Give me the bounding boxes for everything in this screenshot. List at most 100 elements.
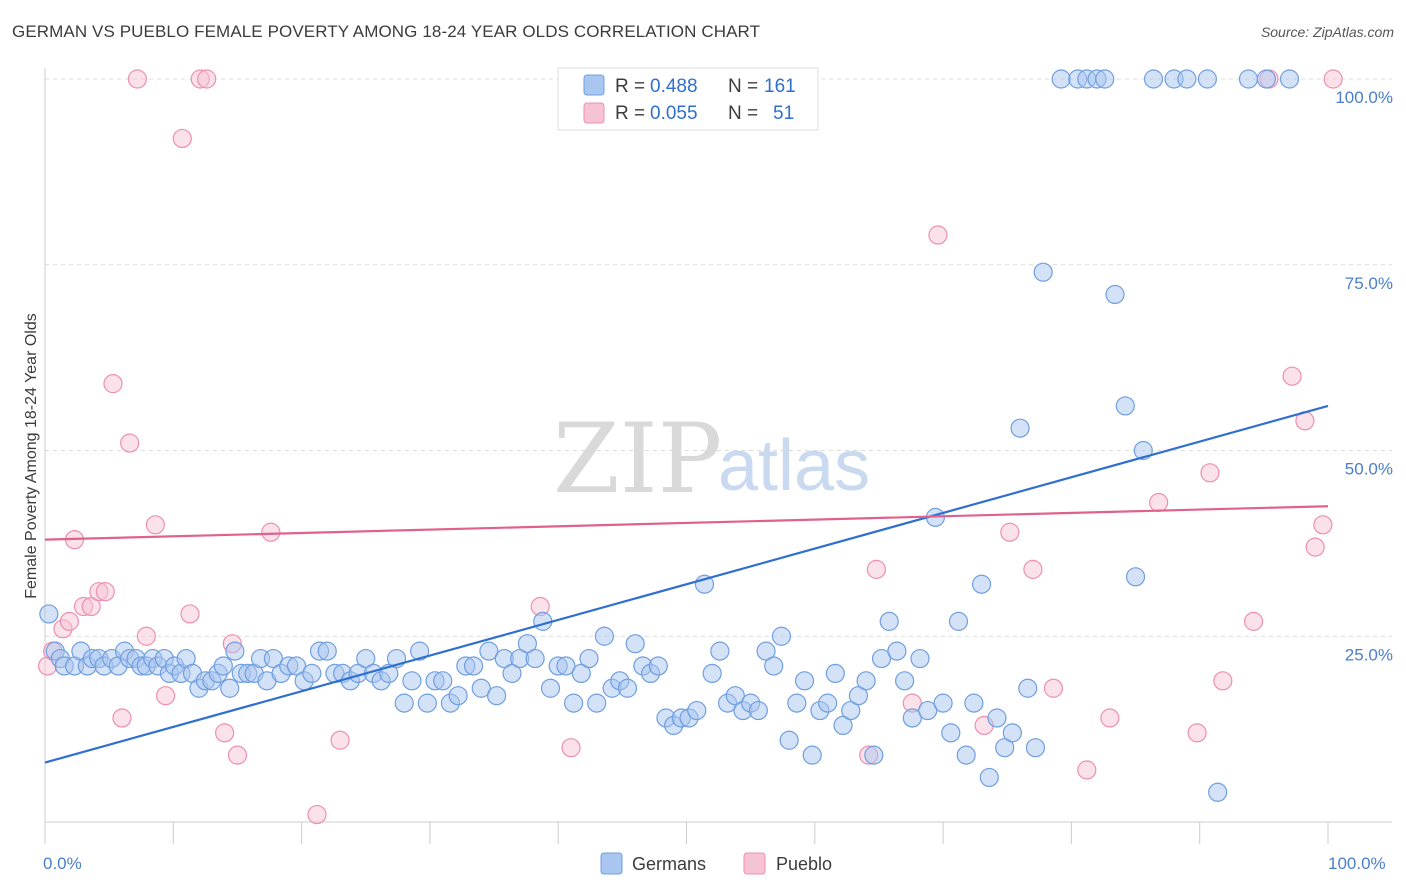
pueblo-point	[1323, 69, 1343, 89]
german-point	[594, 626, 614, 646]
german-point	[833, 715, 853, 736]
y-tick-label-50: 50.0%	[1345, 460, 1393, 479]
legend-swatch-germans	[583, 74, 605, 96]
german-point	[933, 693, 953, 713]
y-tick-labels: 25.0% 50.0% 75.0% 100.0%	[1335, 88, 1393, 664]
german-point	[1125, 567, 1146, 587]
pueblo-point	[561, 738, 581, 758]
german-points	[39, 69, 1300, 802]
german-point	[956, 745, 976, 765]
legend-n-label-germans: N =	[728, 76, 758, 97]
german-point	[502, 663, 522, 684]
bottom-legend-pueblo: Pueblo	[776, 854, 832, 874]
german-point	[825, 663, 845, 684]
pueblo-point	[1043, 678, 1064, 698]
german-point	[841, 700, 861, 721]
german-point	[864, 745, 884, 765]
pueblo-point	[112, 708, 132, 728]
german-point	[433, 671, 453, 691]
pueblo-point	[120, 433, 140, 453]
german-point	[948, 611, 969, 631]
german-point	[1177, 69, 1197, 89]
x-tick-label-max: 100.0%	[1328, 854, 1386, 873]
legend-r-value-germans: 0.488	[650, 76, 698, 97]
pueblo-point	[330, 730, 350, 750]
german-point	[779, 730, 799, 750]
pueblo-point	[145, 515, 165, 535]
pueblo-point	[103, 374, 123, 394]
legend-n-value-pueblo: 51	[773, 103, 794, 124]
bottom-legend-swatch-pueblo	[743, 852, 766, 875]
german-point	[871, 648, 892, 669]
pueblo-point	[1200, 463, 1220, 483]
germans-trend-line	[44, 404, 1329, 764]
pueblo-point	[1023, 559, 1043, 579]
series-legend: Germans Pueblo	[600, 852, 832, 875]
pueblo-point	[928, 225, 948, 245]
x-tick-label-min: 0.0%	[43, 854, 82, 873]
german-point	[802, 745, 822, 765]
german-point	[448, 686, 468, 706]
y-axis-label: Female Poverty Among 18-24 Year Olds	[23, 313, 40, 599]
german-point	[587, 693, 607, 713]
pueblo-point	[1313, 515, 1333, 535]
german-point	[702, 663, 722, 684]
german-point	[394, 693, 414, 713]
pueblo-point	[261, 522, 281, 542]
german-point	[263, 648, 283, 669]
pueblo-point	[307, 804, 327, 825]
pueblo-point	[1000, 522, 1020, 542]
german-point	[1095, 69, 1115, 89]
pueblo-point	[1305, 537, 1325, 557]
y-tick-label-75: 75.0%	[1345, 274, 1393, 293]
german-point	[910, 648, 930, 669]
german-point	[987, 708, 1007, 728]
german-point	[748, 700, 768, 721]
pueblo-point	[156, 686, 176, 706]
german-point	[302, 663, 322, 684]
german-point	[517, 634, 538, 654]
pueblo-point	[1149, 492, 1169, 513]
german-point	[1105, 284, 1125, 305]
german-point	[617, 678, 638, 698]
pueblo-point	[95, 582, 115, 602]
legend-r-value-pueblo: 0.055	[650, 103, 698, 124]
german-point	[902, 708, 922, 728]
chart-title: GERMAN VS PUEBLO FEMALE POVERTY AMONG 18…	[12, 22, 761, 41]
legend-r-label-germans: R =	[615, 76, 645, 97]
watermark-zip: ZIP	[553, 403, 722, 515]
german-point	[1002, 723, 1022, 743]
pueblo-trend-line	[44, 505, 1329, 541]
pueblo-point	[215, 723, 235, 743]
german-point	[1279, 69, 1300, 89]
pueblo-point	[127, 69, 147, 89]
pueblo-point	[1282, 366, 1302, 386]
grid-lines	[45, 78, 1392, 637]
pueblo-point	[1187, 723, 1207, 743]
german-point	[463, 656, 484, 676]
german-point	[1018, 678, 1038, 698]
pueblo-point	[227, 745, 248, 765]
german-point	[794, 671, 815, 691]
pueblo-point	[866, 559, 886, 579]
pueblo-point	[81, 596, 101, 617]
german-point	[1115, 396, 1135, 416]
german-point	[979, 767, 999, 788]
german-point	[487, 686, 507, 706]
german-point	[571, 663, 591, 684]
bottom-legend-swatch-germans	[600, 852, 623, 875]
german-point	[1010, 418, 1030, 438]
german-point	[1197, 69, 1217, 89]
pueblo-point	[1077, 760, 1097, 780]
german-point	[771, 626, 792, 646]
german-point	[39, 604, 59, 624]
german-point	[225, 641, 245, 661]
german-point	[687, 700, 707, 721]
german-point	[764, 656, 784, 676]
watermark: ZIP atlas	[553, 403, 870, 515]
pueblo-point	[180, 604, 200, 624]
german-point	[563, 693, 584, 713]
german-point	[410, 641, 430, 661]
y-tick-label-25: 25.0%	[1345, 645, 1393, 664]
